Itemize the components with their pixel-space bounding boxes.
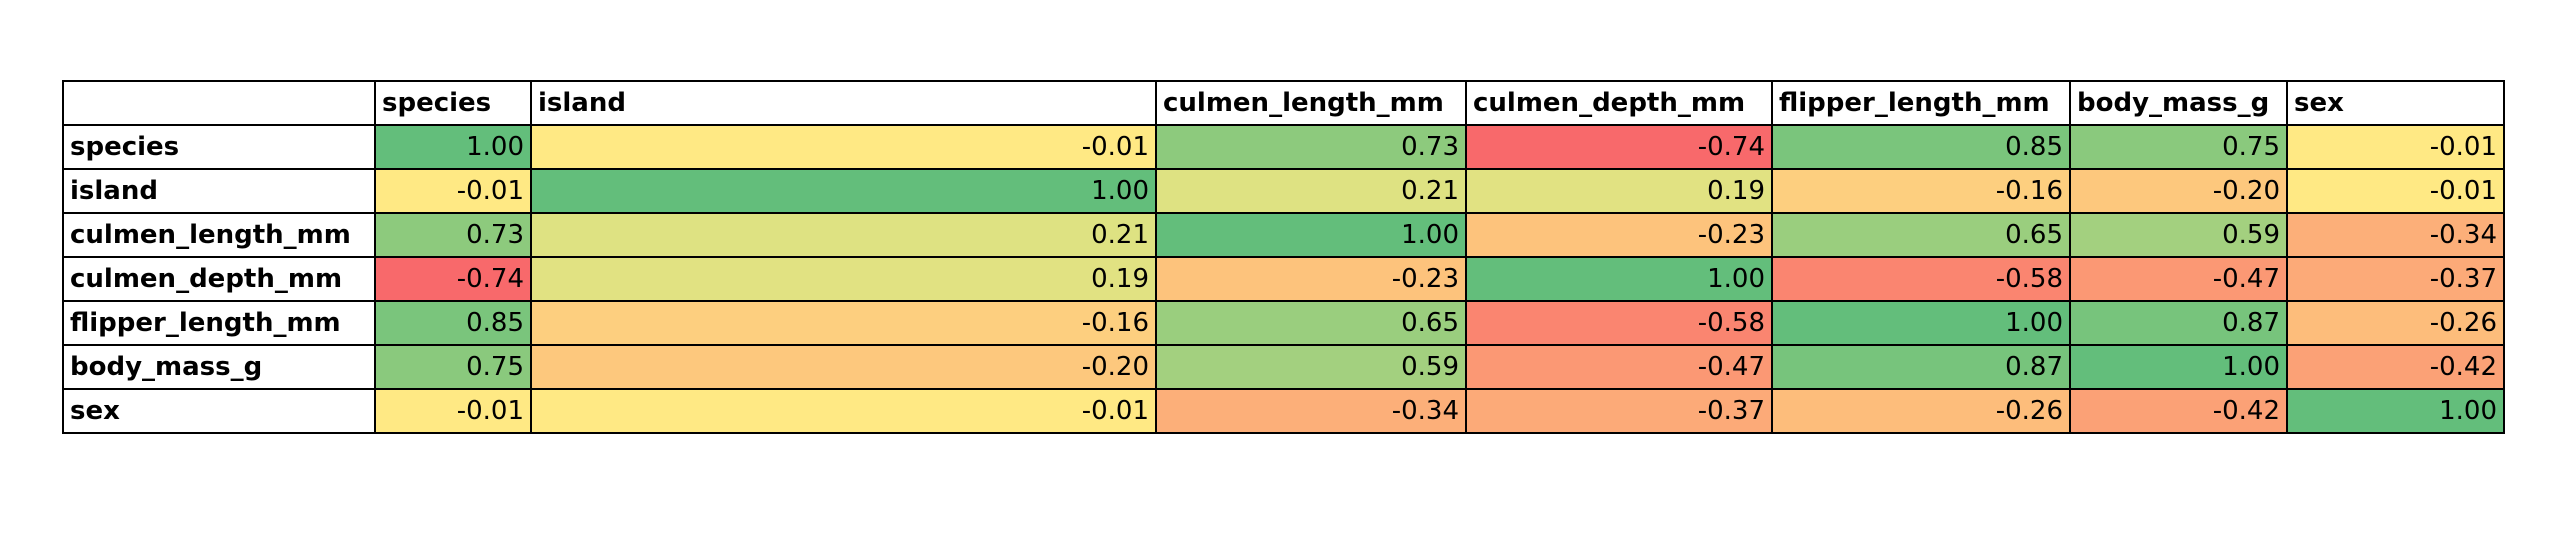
- column-header: body_mass_g: [2069, 80, 2288, 126]
- correlation-cell: 0.59: [2069, 212, 2288, 258]
- correlation-cell: -0.16: [1771, 168, 2071, 214]
- correlation-cell: 0.65: [1771, 212, 2071, 258]
- table-row: culmen_length_mm 0.73 0.21 1.00 -0.23 0.65 0.5…: [62, 212, 2505, 258]
- correlation-cell: 1.00: [1771, 300, 2071, 346]
- row-header: island: [62, 168, 376, 214]
- correlation-cell: 0.21: [1155, 168, 1467, 214]
- correlation-cell: -0.26: [2286, 300, 2505, 346]
- correlation-cell: 1.00: [2286, 388, 2505, 434]
- correlation-cell: -0.01: [2286, 124, 2505, 170]
- table-row: sex -0.01 -0.01 -0.34 -0.37 -0.26 -0.42 1.00: [62, 388, 2505, 434]
- correlation-cell: 1.00: [374, 124, 532, 170]
- correlation-cell: 0.87: [2069, 300, 2288, 346]
- correlation-cell: 0.73: [1155, 124, 1467, 170]
- correlation-cell: 0.75: [374, 344, 532, 390]
- correlation-cell: -0.01: [530, 388, 1157, 434]
- correlation-cell: -0.01: [530, 124, 1157, 170]
- row-header: sex: [62, 388, 376, 434]
- correlation-cell: 1.00: [530, 168, 1157, 214]
- correlation-cell: -0.42: [2286, 344, 2505, 390]
- correlation-cell: 0.59: [1155, 344, 1467, 390]
- correlation-cell: -0.01: [2286, 168, 2505, 214]
- correlation-cell: -0.20: [2069, 168, 2288, 214]
- header-row: species island culmen_length_mm culmen_dept…: [62, 80, 2505, 126]
- correlation-cell: -0.47: [2069, 256, 2288, 302]
- correlation-cell: -0.74: [374, 256, 532, 302]
- correlation-cell: -0.37: [1465, 388, 1773, 434]
- row-header: body_mass_g: [62, 344, 376, 390]
- column-header: culmen_depth_mm: [1465, 80, 1773, 126]
- correlation-cell: -0.26: [1771, 388, 2071, 434]
- correlation-cell: 0.73: [374, 212, 532, 258]
- correlation-table: species island culmen_length_mm culmen_dept…: [62, 80, 2505, 434]
- table-body: species 1.00 -0.01 0.73 -0.74 0.85 0.75 -0.01 is…: [62, 124, 2505, 434]
- correlation-cell: -0.23: [1155, 256, 1467, 302]
- correlation-cell: 0.85: [374, 300, 532, 346]
- correlation-cell: -0.47: [1465, 344, 1773, 390]
- correlation-cell: -0.58: [1771, 256, 2071, 302]
- correlation-cell: -0.01: [374, 168, 532, 214]
- correlation-cell: 0.19: [530, 256, 1157, 302]
- correlation-cell: -0.01: [374, 388, 532, 434]
- correlation-cell: -0.37: [2286, 256, 2505, 302]
- table-row: flipper_length_mm 0.85 -0.16 0.65 -0.58 1.00 0…: [62, 300, 2505, 346]
- table-row: island -0.01 1.00 0.21 0.19 -0.16 -0.20 -0.01: [62, 168, 2505, 214]
- correlation-cell: -0.23: [1465, 212, 1773, 258]
- correlation-cell: 1.00: [2069, 344, 2288, 390]
- table-row: species 1.00 -0.01 0.73 -0.74 0.85 0.75 -0.01: [62, 124, 2505, 170]
- correlation-cell: -0.34: [1155, 388, 1467, 434]
- table-row: culmen_depth_mm -0.74 0.19 -0.23 1.00 -0.58 -0…: [62, 256, 2505, 302]
- column-header: flipper_length_mm: [1771, 80, 2071, 126]
- correlation-cell: -0.74: [1465, 124, 1773, 170]
- row-header: culmen_depth_mm: [62, 256, 376, 302]
- column-header: species: [374, 80, 532, 126]
- column-header: island: [530, 80, 1157, 126]
- correlation-cell: -0.20: [530, 344, 1157, 390]
- correlation-cell: 0.21: [530, 212, 1157, 258]
- sheet: species island culmen_length_mm culmen_dept…: [62, 80, 2505, 434]
- correlation-cell: 1.00: [1155, 212, 1467, 258]
- correlation-cell: 0.87: [1771, 344, 2071, 390]
- correlation-cell: -0.34: [2286, 212, 2505, 258]
- correlation-cell: -0.16: [530, 300, 1157, 346]
- row-header: culmen_length_mm: [62, 212, 376, 258]
- correlation-cell: 0.19: [1465, 168, 1773, 214]
- column-header: sex: [2286, 80, 2505, 126]
- column-header: culmen_length_mm: [1155, 80, 1467, 126]
- corner-cell: [62, 80, 376, 126]
- correlation-cell: -0.42: [2069, 388, 2288, 434]
- correlation-cell: 0.75: [2069, 124, 2288, 170]
- table-row: body_mass_g 0.75 -0.20 0.59 -0.47 0.87 1.00 -0.…: [62, 344, 2505, 390]
- row-header: species: [62, 124, 376, 170]
- row-header: flipper_length_mm: [62, 300, 376, 346]
- correlation-cell: 0.65: [1155, 300, 1467, 346]
- correlation-cell: -0.58: [1465, 300, 1773, 346]
- correlation-cell: 0.85: [1771, 124, 2071, 170]
- correlation-cell: 1.00: [1465, 256, 1773, 302]
